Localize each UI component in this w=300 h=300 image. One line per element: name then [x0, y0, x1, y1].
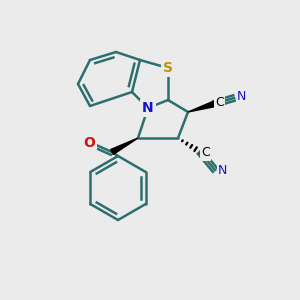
- Text: N: N: [142, 101, 154, 115]
- Text: S: S: [163, 61, 173, 75]
- Text: C: C: [215, 97, 224, 110]
- Text: N: N: [237, 91, 246, 103]
- Text: O: O: [83, 136, 95, 150]
- Text: N: N: [218, 164, 227, 178]
- Polygon shape: [188, 101, 215, 112]
- Text: C: C: [201, 146, 210, 160]
- Polygon shape: [111, 138, 138, 154]
